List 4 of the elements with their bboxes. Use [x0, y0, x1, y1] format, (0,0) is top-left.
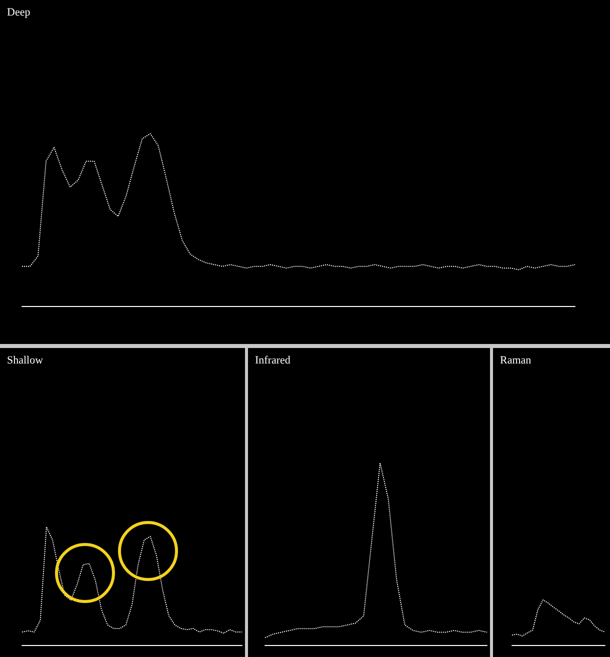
chart-title: Raman [500, 354, 532, 366]
chart-title: Shallow [7, 354, 44, 366]
chart-title: Deep [7, 6, 31, 18]
chart-title: Infrared [255, 354, 291, 366]
